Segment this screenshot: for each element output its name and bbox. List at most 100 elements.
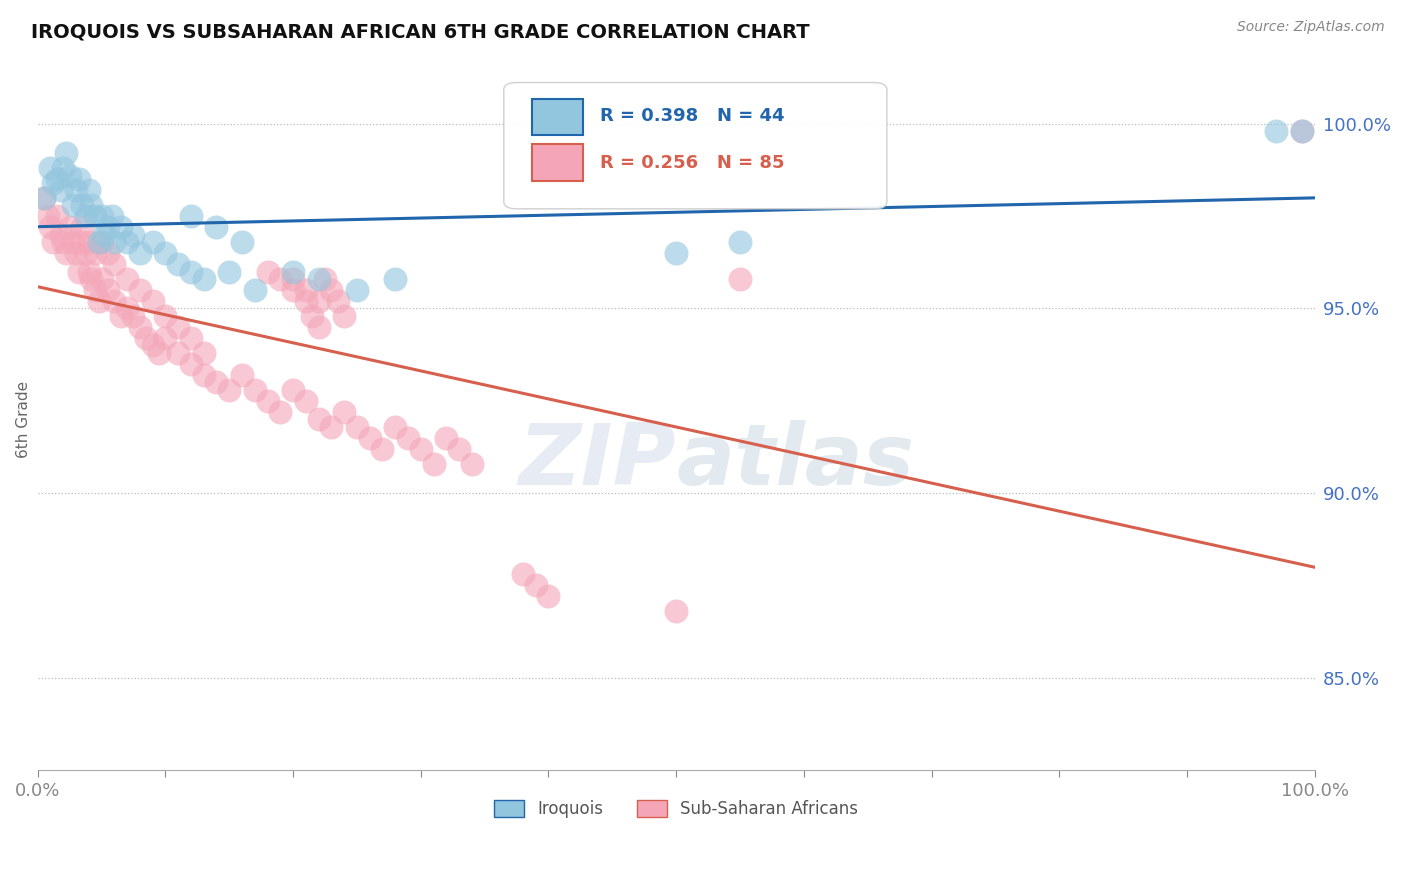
FancyBboxPatch shape: [531, 145, 583, 181]
Point: [110, 220, 132, 235]
Point: [205, 376, 228, 390]
Point: [434, 431, 457, 445]
Point: [243, 383, 266, 397]
Point: [281, 272, 304, 286]
Point: [67, 264, 90, 278]
Point: [128, 246, 150, 260]
Text: R = 0.256   N = 85: R = 0.256 N = 85: [599, 154, 785, 172]
Point: [90, 235, 112, 249]
Point: [65, 183, 87, 197]
Point: [193, 272, 215, 286]
Point: [728, 272, 751, 286]
Point: [256, 393, 278, 408]
Point: [308, 294, 330, 309]
Point: [128, 320, 150, 334]
Point: [321, 283, 343, 297]
Point: [281, 283, 304, 297]
FancyBboxPatch shape: [503, 83, 887, 209]
Point: [167, 346, 190, 360]
Point: [77, 183, 100, 197]
Point: [167, 320, 190, 334]
Point: [301, 309, 323, 323]
Point: [461, 457, 484, 471]
Point: [122, 309, 145, 323]
Point: [1291, 124, 1313, 138]
Point: [97, 246, 120, 260]
Point: [37, 209, 59, 223]
Point: [193, 368, 215, 382]
Point: [65, 246, 87, 260]
Point: [148, 346, 170, 360]
Point: [42, 176, 65, 190]
Point: [346, 419, 368, 434]
Point: [1291, 124, 1313, 138]
Point: [32, 191, 55, 205]
Point: [42, 235, 65, 249]
Point: [218, 383, 240, 397]
Point: [180, 331, 202, 345]
Point: [180, 264, 202, 278]
Text: atlas: atlas: [676, 420, 914, 503]
Point: [333, 405, 356, 419]
Point: [45, 209, 67, 223]
Point: [1265, 124, 1288, 138]
Point: [180, 357, 202, 371]
Point: [72, 198, 94, 212]
Point: [128, 283, 150, 297]
Point: [90, 272, 112, 286]
Point: [80, 272, 103, 286]
Point: [308, 272, 330, 286]
Point: [167, 257, 190, 271]
Point: [155, 246, 177, 260]
Point: [72, 220, 94, 235]
Point: [155, 331, 177, 345]
Point: [524, 578, 547, 592]
Point: [321, 419, 343, 434]
FancyBboxPatch shape: [531, 99, 583, 136]
Point: [87, 235, 110, 249]
Point: [32, 191, 55, 205]
Point: [84, 246, 107, 260]
Point: [281, 264, 304, 278]
Point: [52, 235, 75, 249]
Point: [97, 220, 120, 235]
Text: R = 0.398   N = 44: R = 0.398 N = 44: [599, 107, 785, 125]
Point: [218, 264, 240, 278]
Point: [308, 320, 330, 334]
Point: [103, 235, 125, 249]
Point: [193, 346, 215, 360]
Point: [308, 412, 330, 426]
Point: [77, 264, 100, 278]
Point: [409, 442, 432, 456]
Point: [55, 146, 77, 161]
Point: [100, 209, 122, 223]
Point: [665, 246, 688, 260]
Point: [45, 172, 67, 186]
Point: [84, 283, 107, 297]
Point: [371, 442, 394, 456]
Point: [384, 419, 406, 434]
Point: [62, 198, 84, 212]
Point: [359, 431, 381, 445]
Point: [384, 272, 406, 286]
Point: [512, 567, 534, 582]
Point: [62, 235, 84, 249]
Point: [77, 235, 100, 249]
Legend: Iroquois, Sub-Saharan Africans: Iroquois, Sub-Saharan Africans: [488, 793, 865, 825]
Point: [537, 590, 560, 604]
Text: IROQUOIS VS SUBSAHARAN AFRICAN 6TH GRADE CORRELATION CHART: IROQUOIS VS SUBSAHARAN AFRICAN 6TH GRADE…: [31, 22, 810, 41]
Point: [142, 235, 165, 249]
Point: [142, 338, 165, 352]
Point: [205, 220, 228, 235]
Point: [115, 272, 138, 286]
Point: [103, 294, 125, 309]
Point: [110, 309, 132, 323]
Point: [80, 198, 103, 212]
Point: [295, 283, 318, 297]
Point: [243, 283, 266, 297]
Point: [49, 183, 72, 197]
Point: [122, 227, 145, 242]
Text: ZIP: ZIP: [519, 420, 676, 503]
Point: [93, 227, 115, 242]
Point: [346, 283, 368, 297]
